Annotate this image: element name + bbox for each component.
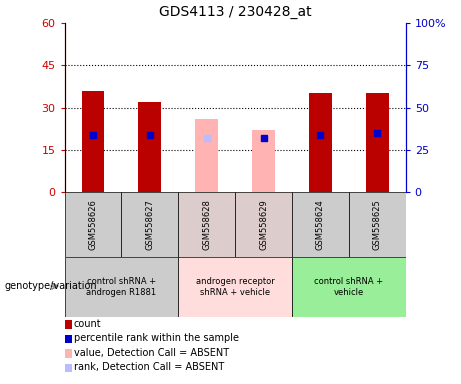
Text: GSM558628: GSM558628 (202, 199, 211, 250)
Bar (366, 93, 389, 192)
Text: control shRNA +
androgen R1881: control shRNA + androgen R1881 (86, 277, 156, 297)
Bar (292, 257, 406, 317)
Bar (82, 91, 104, 192)
Bar (235, 192, 292, 257)
Bar (252, 130, 275, 192)
Text: value, Detection Call = ABSENT: value, Detection Call = ABSENT (74, 348, 229, 358)
Text: percentile rank within the sample: percentile rank within the sample (74, 333, 239, 343)
Bar (178, 257, 292, 317)
Bar (309, 93, 332, 192)
Bar (65, 320, 71, 329)
Title: GDS4113 / 230428_at: GDS4113 / 230428_at (159, 5, 312, 19)
Bar (65, 257, 178, 317)
Bar (65, 364, 71, 372)
Text: genotype/variation: genotype/variation (5, 281, 97, 291)
Text: GSM558624: GSM558624 (316, 199, 325, 250)
Bar (65, 192, 121, 257)
Bar (292, 192, 349, 257)
Bar (178, 192, 235, 257)
Text: control shRNA +
vehicle: control shRNA + vehicle (314, 277, 384, 297)
Bar (349, 192, 406, 257)
Bar (65, 349, 71, 358)
Bar (121, 192, 178, 257)
Bar (138, 102, 161, 192)
Text: GSM558625: GSM558625 (373, 199, 382, 250)
Text: GSM558629: GSM558629 (259, 199, 268, 250)
Text: GSM558627: GSM558627 (145, 199, 154, 250)
Text: GSM558626: GSM558626 (89, 199, 97, 250)
Bar (65, 335, 71, 343)
Text: count: count (74, 319, 101, 329)
Text: rank, Detection Call = ABSENT: rank, Detection Call = ABSENT (74, 362, 224, 372)
Text: androgen receptor
shRNA + vehicle: androgen receptor shRNA + vehicle (196, 277, 274, 297)
Bar (195, 119, 218, 192)
